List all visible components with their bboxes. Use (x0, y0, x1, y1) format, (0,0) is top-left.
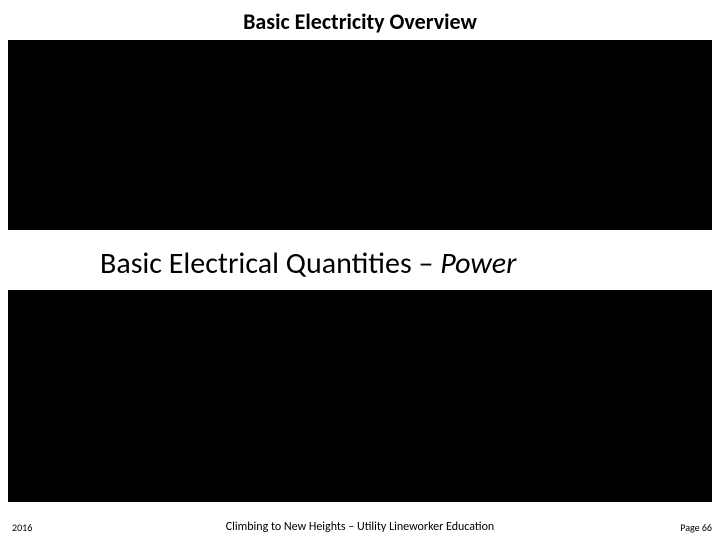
main-heading: Basic Electrical Quantities – Power (100, 245, 516, 282)
footer-subtitle: Climbing to New Heights – Utility Linewo… (0, 520, 720, 534)
main-heading-emphasis: Power (440, 245, 516, 282)
slide: Basic Electricity Overview Basic Electri… (0, 0, 720, 540)
main-heading-prefix: Basic Electrical Quantities – (100, 245, 440, 282)
page-title: Basic Electricity Overview (0, 8, 720, 35)
footer-page-number: Page 66 (680, 521, 712, 534)
